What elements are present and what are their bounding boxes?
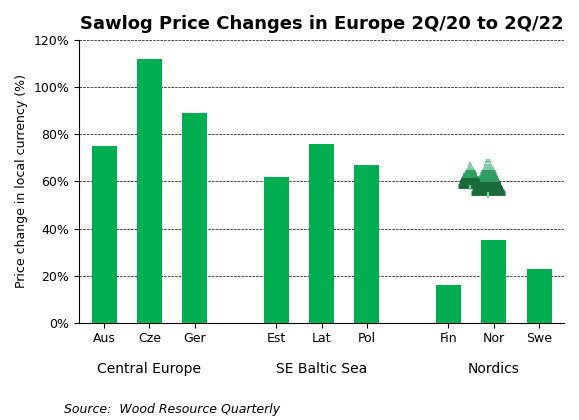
- Y-axis label: Price change in local currency (%): Price change in local currency (%): [15, 74, 28, 289]
- Bar: [264, 177, 289, 323]
- Bar: [91, 146, 116, 323]
- Title: Sawlog Price Changes in Europe 2Q/20 to 2Q/22: Sawlog Price Changes in Europe 2Q/20 to …: [80, 15, 563, 33]
- Text: Source:  Wood Resource Quarterly: Source: Wood Resource Quarterly: [64, 403, 280, 416]
- Bar: [354, 165, 379, 323]
- Text: Nordics: Nordics: [468, 362, 520, 375]
- Bar: [137, 59, 162, 323]
- Bar: [481, 240, 506, 323]
- Bar: [527, 268, 552, 323]
- Text: SE Baltic Sea: SE Baltic Sea: [276, 362, 367, 375]
- Text: Central Europe: Central Europe: [97, 362, 201, 375]
- Bar: [309, 144, 334, 323]
- Bar: [436, 285, 461, 323]
- Bar: [182, 113, 207, 323]
